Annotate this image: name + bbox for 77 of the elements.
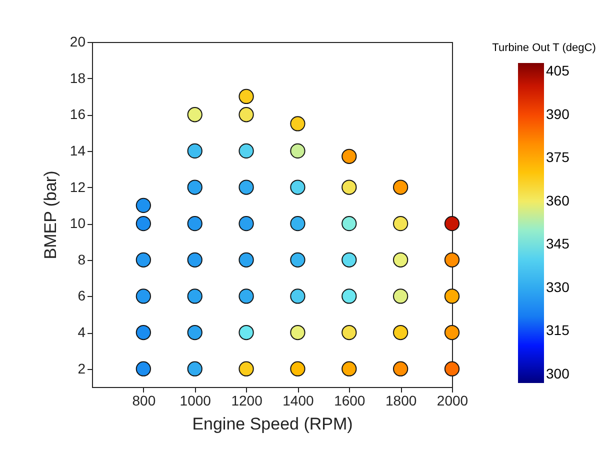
point bbox=[187, 143, 202, 159]
point bbox=[342, 180, 357, 195]
point bbox=[136, 361, 151, 376]
point bbox=[342, 252, 357, 268]
point bbox=[238, 252, 254, 268]
x-tick-label: 1600 bbox=[334, 392, 366, 408]
y-tick-label: 20 bbox=[70, 34, 86, 50]
x-tick-label: 1000 bbox=[180, 392, 212, 408]
x-tick-label: 1800 bbox=[385, 392, 417, 408]
point bbox=[290, 143, 306, 159]
point bbox=[444, 288, 460, 304]
color-bar-title: Turbine Out T (degC) bbox=[492, 42, 596, 54]
point bbox=[187, 107, 202, 122]
point bbox=[342, 288, 357, 304]
color-bar-label: 300 bbox=[546, 365, 570, 382]
y-tick-label: 16 bbox=[70, 106, 86, 122]
point bbox=[393, 324, 408, 340]
point bbox=[290, 252, 306, 268]
point bbox=[187, 180, 202, 195]
color-bar-label: 315 bbox=[546, 322, 570, 338]
point bbox=[393, 288, 408, 304]
x-axis-title: Engine Speed (RPM) bbox=[192, 414, 353, 434]
point bbox=[136, 198, 151, 213]
x-tick-label: 800 bbox=[132, 392, 156, 408]
point bbox=[444, 361, 460, 376]
point bbox=[136, 324, 151, 340]
y-tick-label: 2 bbox=[78, 360, 86, 376]
point bbox=[342, 148, 357, 164]
point bbox=[136, 252, 151, 268]
x-tick-label: 1200 bbox=[231, 392, 263, 408]
point bbox=[238, 143, 254, 159]
point bbox=[290, 180, 306, 195]
point bbox=[238, 324, 254, 340]
point bbox=[187, 216, 202, 232]
point bbox=[238, 216, 254, 232]
point bbox=[136, 288, 151, 304]
point bbox=[393, 252, 408, 268]
y-tick-label: 8 bbox=[78, 251, 86, 268]
point bbox=[342, 216, 357, 232]
point bbox=[238, 180, 254, 195]
y-tick-label: 14 bbox=[70, 142, 86, 158]
point bbox=[393, 180, 408, 195]
point bbox=[444, 252, 460, 268]
point bbox=[393, 361, 408, 376]
y-tick-label: 18 bbox=[70, 70, 86, 86]
x-tick-label: 1400 bbox=[282, 392, 314, 408]
point bbox=[290, 116, 306, 132]
y-tick-label: 4 bbox=[78, 324, 86, 340]
point bbox=[238, 107, 254, 122]
color-bar-label: 345 bbox=[546, 236, 570, 252]
y-tick-label: 6 bbox=[78, 288, 86, 304]
point bbox=[342, 324, 357, 340]
y-tick-label: 12 bbox=[70, 178, 86, 195]
y-axis-title: BMEP (bar) bbox=[40, 170, 60, 260]
point bbox=[238, 88, 254, 104]
point bbox=[136, 216, 151, 232]
point bbox=[238, 288, 254, 304]
point bbox=[393, 216, 408, 232]
point bbox=[187, 361, 202, 376]
color-bar-label: 390 bbox=[546, 106, 570, 122]
point bbox=[238, 361, 254, 376]
point bbox=[444, 216, 460, 232]
point bbox=[290, 361, 306, 376]
point bbox=[187, 288, 202, 304]
point bbox=[187, 324, 202, 340]
point bbox=[290, 288, 306, 304]
x-tick-label: 2000 bbox=[436, 392, 468, 408]
point bbox=[290, 216, 306, 232]
point bbox=[290, 324, 306, 340]
point bbox=[444, 324, 460, 340]
color-bar-label: 330 bbox=[546, 278, 570, 295]
point bbox=[187, 252, 202, 268]
y-tick-label: 10 bbox=[70, 215, 86, 232]
point bbox=[342, 361, 357, 376]
color-bar-label: 360 bbox=[546, 192, 570, 208]
color-bar-label: 405 bbox=[546, 62, 570, 79]
color-bar-label: 375 bbox=[546, 149, 570, 166]
